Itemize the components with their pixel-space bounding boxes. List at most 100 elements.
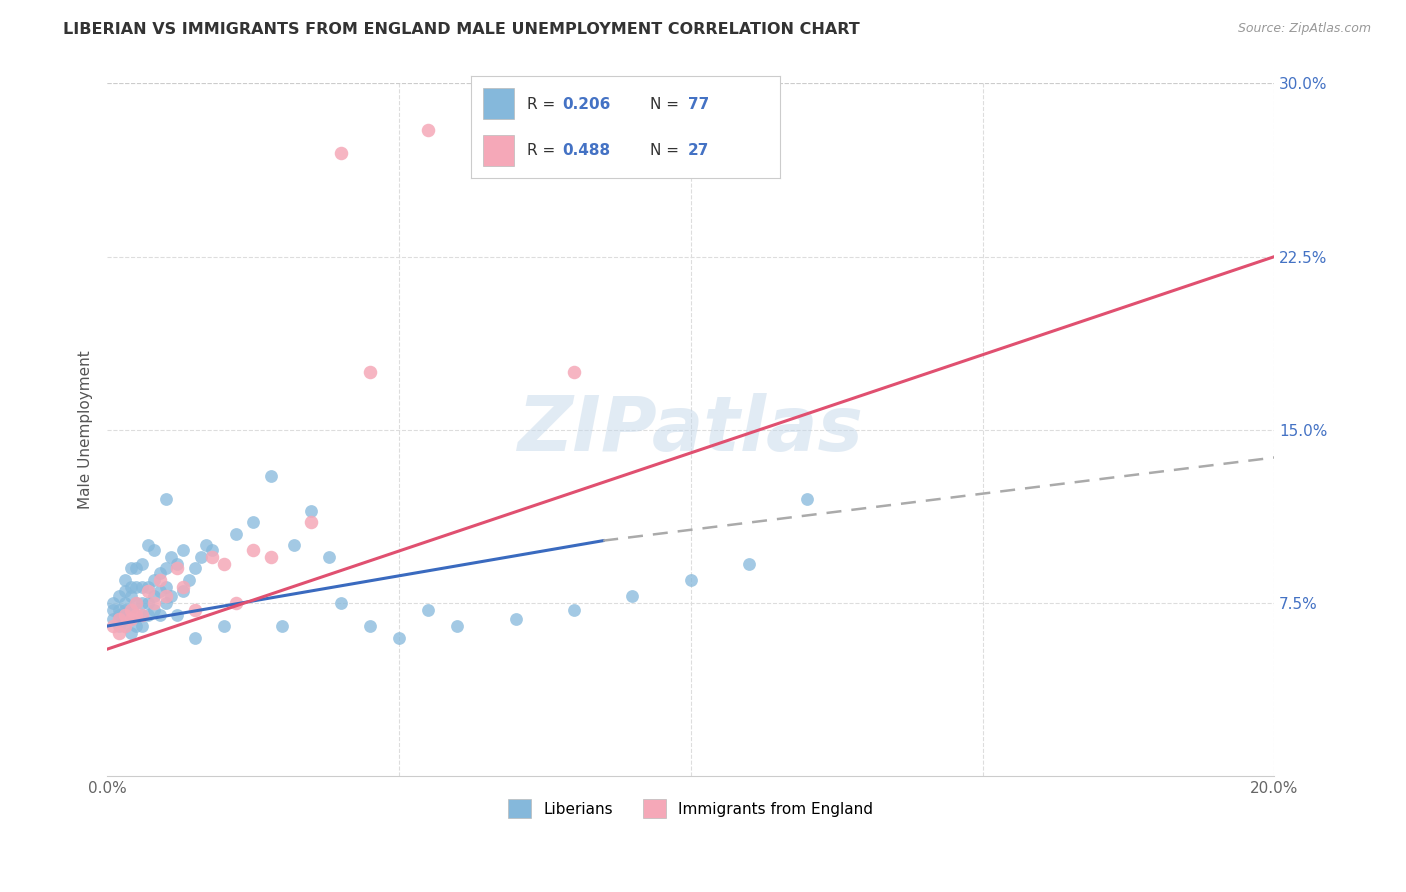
Text: N =: N = xyxy=(651,143,685,158)
Point xyxy=(190,549,212,564)
Point xyxy=(562,365,585,379)
Point xyxy=(131,607,153,622)
Point xyxy=(225,596,247,610)
Point xyxy=(155,561,177,575)
Point xyxy=(271,619,294,633)
Point xyxy=(142,542,165,557)
Point xyxy=(679,573,702,587)
Y-axis label: Male Unemployment: Male Unemployment xyxy=(79,351,93,509)
Point xyxy=(446,619,468,633)
Point xyxy=(120,603,142,617)
Text: 0.488: 0.488 xyxy=(562,143,610,158)
Point xyxy=(114,603,136,617)
Point xyxy=(149,573,172,587)
Point xyxy=(299,515,322,529)
Point xyxy=(114,607,136,622)
Point xyxy=(125,561,148,575)
Point xyxy=(108,612,131,626)
Point xyxy=(114,612,136,626)
Point xyxy=(418,122,440,136)
Bar xyxy=(484,88,515,119)
Text: N =: N = xyxy=(651,96,685,112)
Point xyxy=(120,626,142,640)
Text: Source: ZipAtlas.com: Source: ZipAtlas.com xyxy=(1237,22,1371,36)
Point xyxy=(108,619,131,633)
Point xyxy=(166,561,188,575)
Point xyxy=(329,145,352,160)
Point xyxy=(183,561,205,575)
Bar xyxy=(484,136,515,166)
Text: 0.206: 0.206 xyxy=(562,96,610,112)
Point xyxy=(114,619,136,633)
Point xyxy=(166,557,188,571)
Point xyxy=(125,580,148,594)
Point xyxy=(283,538,305,552)
Point xyxy=(142,589,165,603)
Point xyxy=(201,542,224,557)
Point xyxy=(120,603,142,617)
Point xyxy=(136,596,159,610)
Point xyxy=(125,607,148,622)
Point xyxy=(114,607,136,622)
Point xyxy=(101,619,124,633)
Point xyxy=(318,549,340,564)
Point xyxy=(155,492,177,507)
Point xyxy=(108,612,131,626)
Point xyxy=(172,580,194,594)
Point xyxy=(212,557,235,571)
Text: 77: 77 xyxy=(688,96,709,112)
Point xyxy=(108,607,131,622)
Point xyxy=(149,566,172,580)
Point xyxy=(160,549,183,564)
Point xyxy=(259,469,281,483)
Point xyxy=(359,365,381,379)
Point xyxy=(114,596,136,610)
Point xyxy=(149,584,172,599)
Legend: Liberians, Immigrants from England: Liberians, Immigrants from England xyxy=(502,793,880,824)
Point xyxy=(108,626,131,640)
Point xyxy=(120,612,142,626)
Point xyxy=(114,573,136,587)
Point xyxy=(142,573,165,587)
Point xyxy=(125,619,148,633)
Text: R =: R = xyxy=(527,96,560,112)
Point xyxy=(108,589,131,603)
Point xyxy=(125,596,148,610)
Point xyxy=(155,580,177,594)
Point xyxy=(562,603,585,617)
Point xyxy=(621,589,644,603)
Point xyxy=(299,503,322,517)
Point xyxy=(183,631,205,645)
Point xyxy=(142,603,165,617)
Point xyxy=(125,607,148,622)
Point xyxy=(418,603,440,617)
Text: ZIPatlas: ZIPatlas xyxy=(517,392,863,467)
Point xyxy=(160,589,183,603)
Point xyxy=(136,580,159,594)
Point xyxy=(101,603,124,617)
Point xyxy=(120,561,142,575)
Point xyxy=(108,603,131,617)
Point xyxy=(183,603,205,617)
Point xyxy=(359,619,381,633)
Point xyxy=(259,549,281,564)
Point xyxy=(738,557,761,571)
Point xyxy=(131,580,153,594)
Point xyxy=(125,596,148,610)
Point xyxy=(136,538,159,552)
Point xyxy=(225,526,247,541)
Point xyxy=(201,549,224,564)
Point xyxy=(114,584,136,599)
Point xyxy=(155,596,177,610)
Text: R =: R = xyxy=(527,143,560,158)
Point xyxy=(242,515,264,529)
Point xyxy=(131,596,153,610)
Point xyxy=(177,573,200,587)
Point xyxy=(120,589,142,603)
Point xyxy=(101,596,124,610)
Point xyxy=(329,596,352,610)
Point xyxy=(149,607,172,622)
Point xyxy=(212,619,235,633)
Point xyxy=(136,584,159,599)
Point xyxy=(131,619,153,633)
